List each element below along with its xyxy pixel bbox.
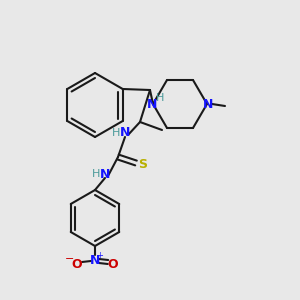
Text: N: N (203, 98, 213, 110)
Text: H: H (156, 93, 164, 103)
Text: N: N (100, 167, 110, 181)
Text: +: + (97, 250, 104, 260)
Text: N: N (90, 254, 100, 266)
Text: N: N (147, 98, 157, 110)
Text: N: N (120, 127, 130, 140)
Text: H: H (92, 169, 100, 179)
Text: S: S (139, 158, 148, 170)
Text: H: H (112, 128, 120, 138)
Text: O: O (108, 257, 118, 271)
Text: O: O (72, 257, 82, 271)
Text: −: − (65, 254, 75, 264)
